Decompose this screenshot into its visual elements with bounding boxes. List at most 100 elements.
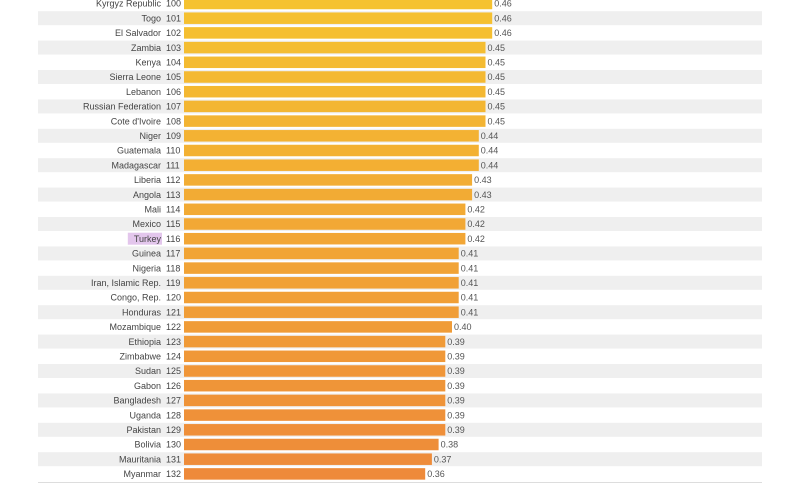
country-label: Angola bbox=[133, 190, 161, 200]
bar bbox=[184, 218, 466, 230]
value-label: 0.39 bbox=[447, 366, 465, 376]
bar bbox=[184, 159, 479, 171]
country-label: Ethiopia bbox=[128, 337, 161, 347]
value-label: 0.39 bbox=[447, 396, 465, 406]
rank-label: 110 bbox=[166, 146, 180, 156]
bar bbox=[184, 203, 466, 216]
bar bbox=[184, 247, 459, 260]
bar bbox=[184, 438, 439, 451]
rank-label: 105 bbox=[166, 72, 181, 82]
rank-label: 123 bbox=[166, 337, 181, 347]
country-label: Mexico bbox=[132, 219, 161, 229]
rank-label: 112 bbox=[166, 175, 180, 185]
bar bbox=[184, 100, 486, 113]
country-label: Uganda bbox=[129, 410, 161, 420]
value-label: 0.40 bbox=[454, 322, 472, 332]
bar bbox=[184, 115, 486, 127]
value-label: 0.45 bbox=[488, 58, 506, 68]
country-label: Honduras bbox=[122, 307, 162, 317]
rank-label: 128 bbox=[166, 410, 181, 420]
rank-label: 100 bbox=[166, 0, 181, 9]
value-label: 0.46 bbox=[494, 28, 512, 38]
rank-label: 130 bbox=[166, 440, 181, 450]
rank-label: 129 bbox=[166, 425, 181, 435]
value-label: 0.45 bbox=[488, 72, 506, 82]
bars-group bbox=[184, 0, 493, 480]
country-label: Madagascar bbox=[111, 160, 161, 170]
country-label: Bangladesh bbox=[113, 396, 161, 406]
value-label: 0.39 bbox=[447, 352, 465, 362]
rank-label: 131 bbox=[166, 454, 181, 464]
rank-label: 116 bbox=[166, 234, 180, 244]
value-label: 0.39 bbox=[447, 410, 465, 420]
country-label: El Salvador bbox=[115, 28, 161, 38]
value-label: 0.37 bbox=[434, 454, 452, 464]
rank-label: 104 bbox=[166, 58, 181, 68]
bar bbox=[184, 306, 459, 318]
rank-label: 125 bbox=[166, 366, 181, 376]
value-label: 0.41 bbox=[461, 307, 479, 317]
rank-label: 113 bbox=[166, 190, 180, 200]
value-label: 0.45 bbox=[488, 43, 506, 53]
value-label: 0.43 bbox=[474, 175, 492, 185]
bar bbox=[184, 232, 466, 245]
value-label: 0.44 bbox=[481, 160, 499, 170]
value-label: 0.44 bbox=[481, 146, 499, 156]
value-label: 0.45 bbox=[488, 102, 506, 112]
value-label: 0.39 bbox=[447, 337, 465, 347]
country-label: Zimbabwe bbox=[119, 352, 161, 362]
country-label: Russian Federation bbox=[83, 102, 161, 112]
value-label: 0.42 bbox=[467, 205, 485, 215]
value-label: 0.44 bbox=[481, 131, 499, 141]
country-label: Mauritania bbox=[119, 454, 161, 464]
bar bbox=[184, 394, 446, 407]
bar bbox=[184, 130, 479, 142]
bar bbox=[184, 453, 432, 465]
country-label: Sierra Leone bbox=[109, 72, 161, 82]
country-label: Kenya bbox=[135, 58, 161, 68]
rank-label: 120 bbox=[166, 293, 181, 303]
country-label: Bolivia bbox=[134, 440, 161, 450]
value-label: 0.43 bbox=[474, 190, 492, 200]
value-label: 0.46 bbox=[494, 13, 512, 23]
rank-label: 117 bbox=[166, 249, 180, 259]
value-label: 0.41 bbox=[461, 293, 479, 303]
bar bbox=[184, 379, 446, 392]
highlight-marker bbox=[127, 232, 162, 245]
bar bbox=[184, 424, 446, 436]
bar bbox=[184, 350, 446, 363]
rank-label: 106 bbox=[166, 87, 181, 97]
rank-label: 122 bbox=[166, 322, 181, 332]
value-label: 0.41 bbox=[461, 263, 479, 273]
rank-label: 108 bbox=[166, 116, 181, 126]
country-label: Turkey bbox=[134, 234, 162, 244]
country-label: Togo bbox=[141, 13, 161, 23]
bar bbox=[184, 277, 459, 289]
bar bbox=[184, 56, 486, 69]
country-label: Pakistan bbox=[126, 425, 161, 435]
value-label: 0.39 bbox=[447, 381, 465, 391]
rank-label: 118 bbox=[166, 263, 180, 273]
country-label: Myanmar bbox=[123, 469, 161, 479]
bar bbox=[184, 291, 459, 304]
country-label: Lebanon bbox=[126, 87, 161, 97]
value-label: 0.36 bbox=[427, 469, 445, 479]
country-label: Gabon bbox=[134, 381, 161, 391]
rank-label: 107 bbox=[166, 102, 181, 112]
country-label: Cote d'Ivoire bbox=[111, 116, 161, 126]
value-label: 0.46 bbox=[494, 0, 512, 9]
bar bbox=[184, 468, 426, 480]
country-label: Mali bbox=[144, 205, 161, 215]
country-label: Nigeria bbox=[132, 263, 161, 273]
bar bbox=[184, 262, 459, 274]
value-label: 0.41 bbox=[461, 278, 479, 288]
rank-label: 119 bbox=[166, 278, 180, 288]
bar bbox=[184, 409, 446, 421]
rank-label: 124 bbox=[166, 352, 181, 362]
labels-group: Kyrgyz Republic 100 0.46 Togo 101 0.46 El Salv… bbox=[83, 0, 512, 479]
value-label: 0.38 bbox=[441, 440, 459, 450]
bar bbox=[184, 174, 473, 186]
bar bbox=[184, 12, 493, 24]
rank-label: 126 bbox=[166, 381, 181, 391]
value-label: 0.39 bbox=[447, 425, 465, 435]
